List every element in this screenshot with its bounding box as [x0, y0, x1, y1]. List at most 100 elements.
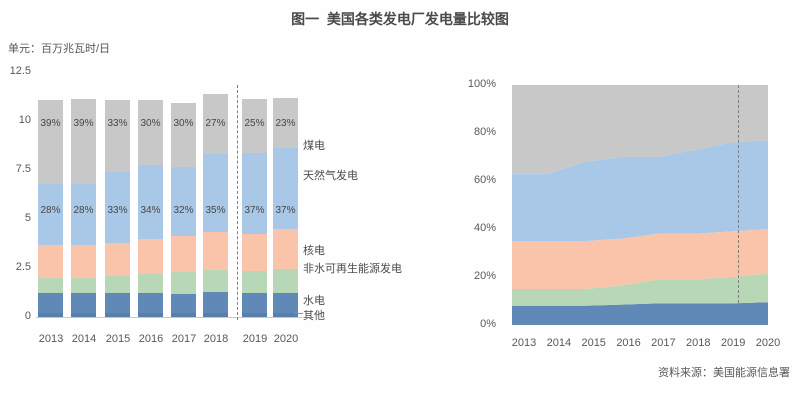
bar-segment-水电 [138, 293, 163, 313]
bar-segment-核电 [203, 232, 228, 271]
bar-segment-水电 [71, 292, 96, 313]
x-tick-label: 2013 [511, 337, 537, 349]
bar-segment-核电 [171, 235, 196, 273]
stacked-area-chart: 0% 20% 40% 60% 80% 100% 2013 2014 2015 2016 2017 2… [440, 60, 800, 370]
legend-label-核电: 核电 [303, 245, 325, 257]
bar-segment-煤电 [38, 99, 63, 185]
bar-segment-天然气发电 [171, 167, 196, 236]
bar-segment-核电 [273, 229, 298, 269]
unit-label: 单元：百万兆瓦时/日 [8, 43, 111, 55]
y-tick-label: 60% [473, 174, 496, 186]
x-tick-label: 2018 [203, 333, 229, 345]
bar-chart-plot: 2013 2014 2015 2016 2017 2018 2019 2020 39% 39% 33… [36, 60, 304, 370]
bar-segment-非水可再生能源发电 [171, 272, 196, 294]
x-tick-label: 2014 [71, 333, 97, 345]
bar-segment-天然气发电 [138, 164, 163, 239]
y-tick-label: 40% [473, 222, 496, 234]
area-layer-非水可再生能源发电 [512, 273, 768, 306]
bar-segment-煤电 [273, 97, 298, 149]
bar-segment-其他 [242, 312, 267, 317]
bar-percent-label: 33% [107, 205, 128, 216]
bar-segment-水电 [242, 292, 267, 313]
forecast-divider-left [237, 85, 238, 320]
bar-segment-天然气发电 [71, 183, 96, 245]
bar-2015 [105, 100, 130, 317]
legend-label-非水可再生能源发电: 非水可再生能源发电 [303, 263, 402, 275]
legend-label-天然气发电: 天然气发电 [303, 170, 358, 182]
bar-segment-水电 [38, 293, 63, 313]
bar-2013 [38, 99, 63, 317]
area-chart-y-axis: 0% 20% 40% 60% 80% 100% [440, 60, 500, 360]
x-tick-label: 2017 [651, 337, 676, 349]
bar-chart-y-axis: 0 2.5 5 7.5 10 12.5 [4, 60, 34, 360]
x-tick-label: 2015 [105, 333, 131, 345]
bar-percent-label: 23% [275, 118, 296, 129]
x-tick-label: 2019 [720, 337, 746, 349]
bar-2019 [242, 98, 267, 317]
bar-segment-煤电 [171, 103, 196, 168]
bar-segment-水电 [171, 293, 196, 313]
area-chart-svg [512, 85, 768, 325]
x-tick-label: 2019 [242, 333, 268, 345]
bar-percent-label: 35% [205, 205, 226, 216]
bar-percent-label: 28% [40, 205, 61, 216]
source-label: 资料来源：美国能源信息署 [658, 367, 790, 379]
x-tick-label: 2020 [273, 333, 299, 345]
bar-percent-label: 37% [275, 205, 296, 216]
y-tick-label: 5 [24, 212, 31, 224]
bar-segment-其他 [105, 312, 130, 317]
bar-segment-其他 [71, 312, 96, 317]
y-tick-label: 0 [24, 310, 31, 322]
bar-chart-x-axis-line [36, 317, 302, 318]
stacked-bar-chart: 0 2.5 5 7.5 10 12.5 2013 2014 2015 2016 2017 2018 2… [4, 60, 436, 370]
bar-2016 [138, 99, 163, 317]
y-tick-label: 2.5 [15, 261, 31, 273]
x-tick-label: 2016 [616, 337, 641, 349]
bar-segment-非水可再生能源发电 [203, 270, 228, 293]
y-tick-label: 0% [480, 318, 496, 330]
bar-percent-label: 39% [40, 118, 61, 129]
x-tick-label: 2018 [686, 337, 711, 349]
bar-percent-label: 27% [205, 118, 226, 129]
bar-segment-非水可再生能源发电 [273, 268, 298, 293]
area-layer-煤电 [512, 85, 768, 174]
bar-segment-煤电 [138, 99, 163, 165]
legend-label-其他: 其他 [303, 310, 325, 322]
bar-segment-煤电 [105, 100, 130, 172]
bar-segment-其他 [273, 312, 298, 317]
bar-percent-label: 33% [107, 118, 128, 129]
forecast-divider-right [738, 85, 739, 303]
bar-segment-天然气发电 [203, 153, 228, 233]
bar-segment-其他 [38, 312, 63, 317]
bar-segment-煤电 [203, 93, 228, 154]
bar-segment-其他 [171, 312, 196, 317]
x-tick-label: 2017 [171, 333, 197, 345]
bar-segment-非水可再生能源发电 [71, 277, 96, 293]
area-layer-天然气发电 [512, 140, 768, 241]
area-layer-水电及其他 [512, 302, 768, 325]
bar-segment-核电 [138, 238, 163, 274]
bar-segment-非水可再生能源发电 [242, 271, 267, 293]
bar-percent-label: 25% [244, 118, 265, 129]
bar-segment-非水可再生能源发电 [38, 277, 63, 294]
bar-segment-水电 [105, 293, 130, 313]
area-chart-plot [512, 85, 768, 325]
y-tick-label: 12.5 [9, 65, 31, 77]
bar-segment-水电 [203, 292, 228, 313]
y-tick-label: 20% [473, 270, 496, 282]
bar-segment-核电 [38, 245, 63, 278]
y-tick-label: 100% [467, 78, 496, 90]
bar-segment-天然气发电 [242, 153, 267, 234]
bar-segment-天然气发电 [38, 184, 63, 246]
bar-segment-其他 [138, 312, 163, 317]
x-tick-label: 2013 [38, 333, 64, 345]
bar-segment-其他 [203, 312, 228, 317]
bar-segment-核电 [105, 243, 130, 276]
bar-segment-水电 [273, 292, 298, 313]
bar-segment-天然气发电 [273, 148, 298, 230]
x-tick-label: 2015 [581, 337, 606, 349]
legend-label-水电: 水电 [303, 295, 325, 307]
area-layer-核电 [512, 229, 768, 289]
x-tick-label: 2016 [138, 333, 164, 345]
